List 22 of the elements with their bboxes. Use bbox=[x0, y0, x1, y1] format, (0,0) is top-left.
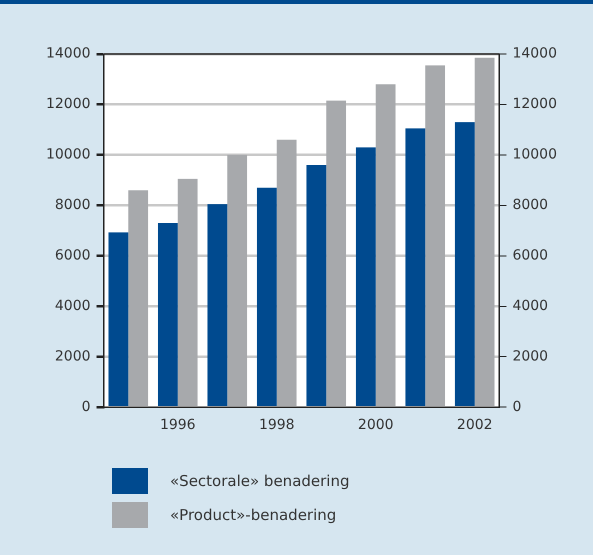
legend-label: «Sectorale» benadering bbox=[170, 472, 350, 490]
y-tick-label: 8000 bbox=[54, 197, 91, 214]
y2-tick-label: 0 bbox=[512, 398, 522, 415]
y2-tick-label: 4000 bbox=[512, 298, 548, 314]
y2-tick-label: 14000 bbox=[512, 46, 558, 62]
y2-tick-label: 10000 bbox=[512, 146, 558, 163]
legend-label: «Product»-benadering bbox=[170, 506, 336, 524]
y2-tick-label: 8000 bbox=[512, 197, 548, 214]
y2-tick-label: 12000 bbox=[512, 96, 558, 112]
x-tick-label: 2002 bbox=[456, 417, 493, 434]
x-tick-label: 2000 bbox=[358, 417, 394, 434]
y2-tick-label: 6000 bbox=[512, 247, 548, 264]
y-tick-label: 12000 bbox=[46, 96, 91, 112]
y-tick-label: 6000 bbox=[54, 247, 91, 264]
y-tick-label: 14000 bbox=[46, 46, 91, 62]
y-tick-label: 4000 bbox=[54, 298, 91, 314]
y-tick-label: 10000 bbox=[46, 146, 91, 163]
y-tick-label: 0 bbox=[82, 398, 91, 415]
x-tick-label: 1998 bbox=[258, 417, 295, 434]
y-tick-label: 2000 bbox=[54, 348, 91, 364]
y2-tick-label: 2000 bbox=[512, 348, 548, 364]
x-tick-label: 1996 bbox=[160, 417, 196, 434]
